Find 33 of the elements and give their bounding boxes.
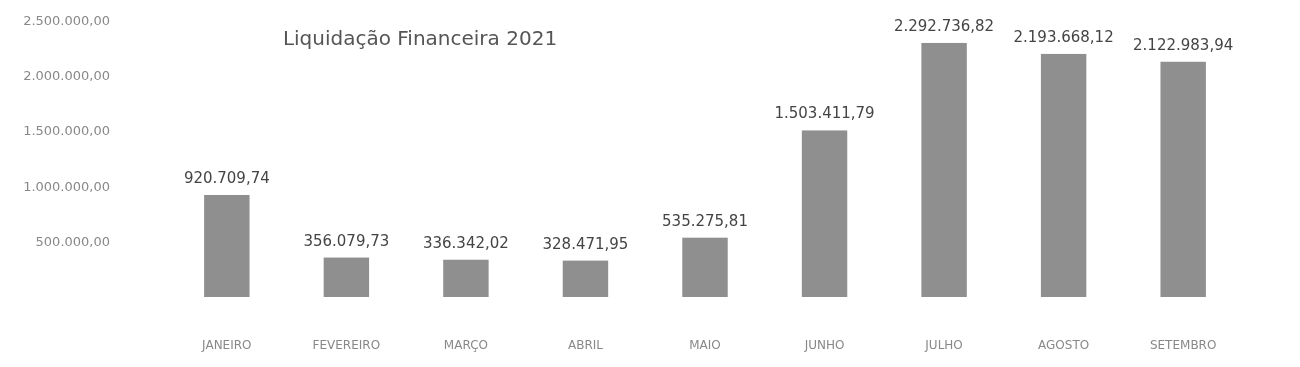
x-tick-label: MARÇO <box>443 338 488 352</box>
data-label: 1.503.411,79 <box>774 104 875 123</box>
chart-title: Liquidação Financeira 2021 <box>282 26 558 50</box>
bar <box>682 237 728 297</box>
bar <box>921 42 967 297</box>
y-tick-label: 2.000.000,00 <box>23 67 110 83</box>
bar <box>1160 61 1206 297</box>
bar <box>443 259 489 297</box>
x-tick-label: SETEMBRO <box>1149 338 1217 352</box>
data-label: 2.122.983,94 <box>1133 35 1234 54</box>
data-label: 328.471,95 <box>542 234 629 253</box>
y-tick-label: 2.500.000,00 <box>23 12 110 28</box>
bar <box>323 257 370 297</box>
x-tick-label: JULHO <box>924 338 963 352</box>
bar <box>562 260 609 297</box>
x-tick-label: JANEIRO <box>201 338 252 352</box>
data-label: 535.275,81 <box>662 211 748 230</box>
x-tick-label: MAIO <box>689 338 721 352</box>
x-tick-label: AGOSTO <box>1038 338 1090 352</box>
x-tick-label: ABRIL <box>567 338 604 352</box>
y-tick-label: 500.000,00 <box>35 234 110 250</box>
bar <box>204 194 250 297</box>
y-tick-label: 1.000.000,00 <box>23 178 110 194</box>
x-tick-label: JUNHO <box>803 338 845 352</box>
data-label: 356.079,73 <box>303 231 390 250</box>
x-tick-label: FEVEREIRO <box>312 338 381 352</box>
y-tick-label: 1.500.000,00 <box>23 123 110 139</box>
bar <box>1040 53 1087 297</box>
data-label: 336.342,02 <box>422 233 509 252</box>
data-label: 920.709,74 <box>183 168 270 187</box>
data-label: 2.292.736,82 <box>893 16 995 35</box>
bar <box>801 130 848 297</box>
data-label: 2.193.668,12 <box>1013 27 1114 46</box>
